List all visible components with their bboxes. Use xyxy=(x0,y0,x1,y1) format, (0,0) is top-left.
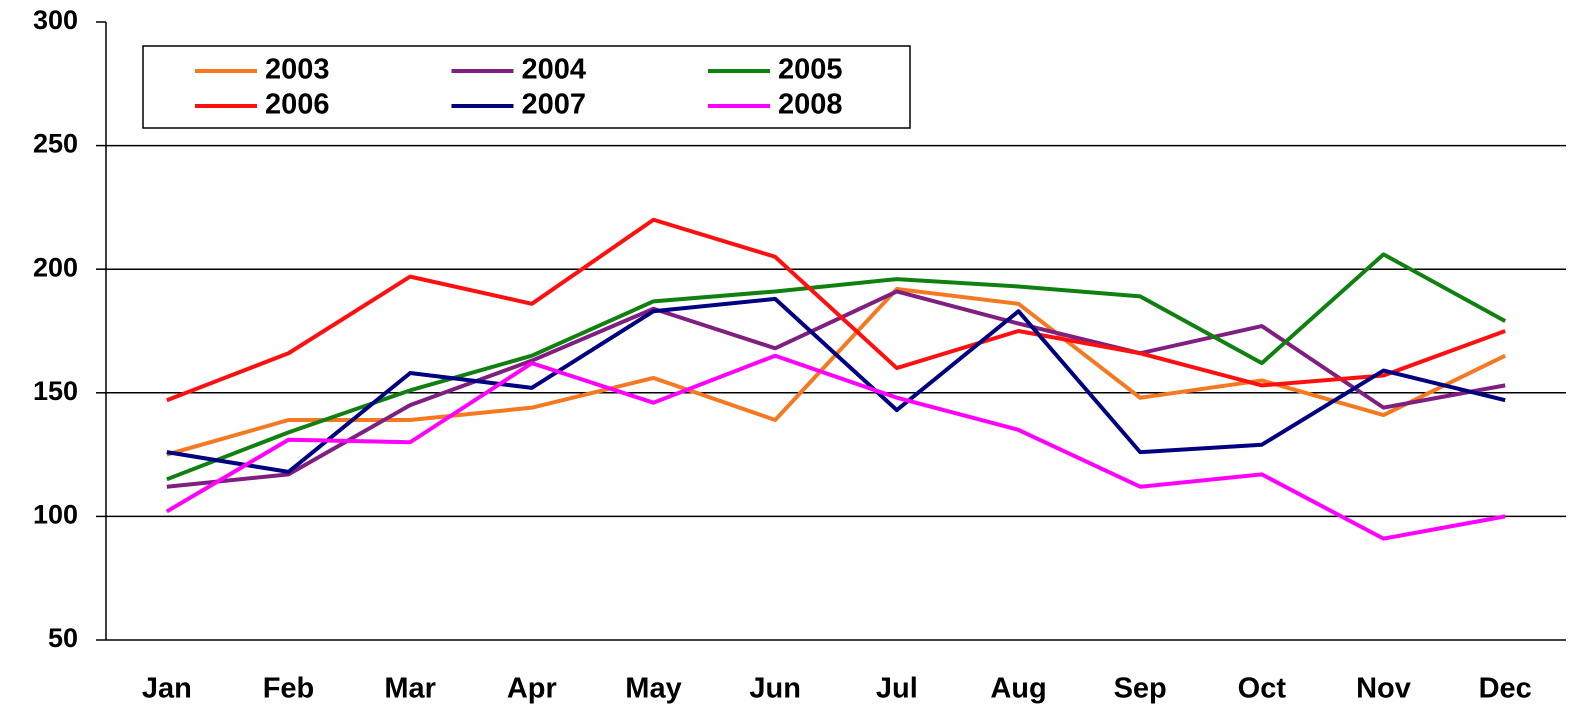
y-tick-label: 200 xyxy=(33,252,78,282)
legend-label: 2006 xyxy=(265,89,330,121)
series-line xyxy=(166,289,1506,489)
x-tick-label: Nov xyxy=(1356,673,1411,705)
x-tick-label: Apr xyxy=(507,673,557,705)
x-tick-label: Jan xyxy=(142,673,192,705)
legend-label: 2004 xyxy=(522,54,587,86)
y-tick-label: 150 xyxy=(33,376,78,406)
x-tick-label: Jun xyxy=(749,673,801,705)
y-tick-label: 50 xyxy=(48,623,78,653)
legend-box xyxy=(142,45,911,129)
legend-label: 2003 xyxy=(265,54,330,86)
legend: 2003 2004 2005 2006 2007 2008 xyxy=(142,45,911,129)
legend-label: 2005 xyxy=(778,54,843,86)
legend-label: 2007 xyxy=(522,89,587,121)
series-line xyxy=(166,296,1506,474)
legend-label: 2008 xyxy=(778,89,843,121)
x-tick-label: May xyxy=(625,673,681,705)
x-tick-label: Dec xyxy=(1479,673,1532,705)
series-line xyxy=(166,252,1507,482)
series-line xyxy=(165,353,1506,541)
x-tick-label: Aug xyxy=(990,673,1046,705)
x-tick-label: Feb xyxy=(263,673,315,705)
x-tick-label: Sep xyxy=(1114,673,1167,705)
x-tick-label: Oct xyxy=(1238,673,1287,705)
y-tick-label: 250 xyxy=(33,129,78,159)
series-line xyxy=(166,217,1506,403)
y-tick-label: 100 xyxy=(33,500,78,530)
y-tick-label: 300 xyxy=(33,5,78,35)
x-tick-label: Mar xyxy=(384,673,436,705)
x-tick-label: Jul xyxy=(876,673,918,705)
